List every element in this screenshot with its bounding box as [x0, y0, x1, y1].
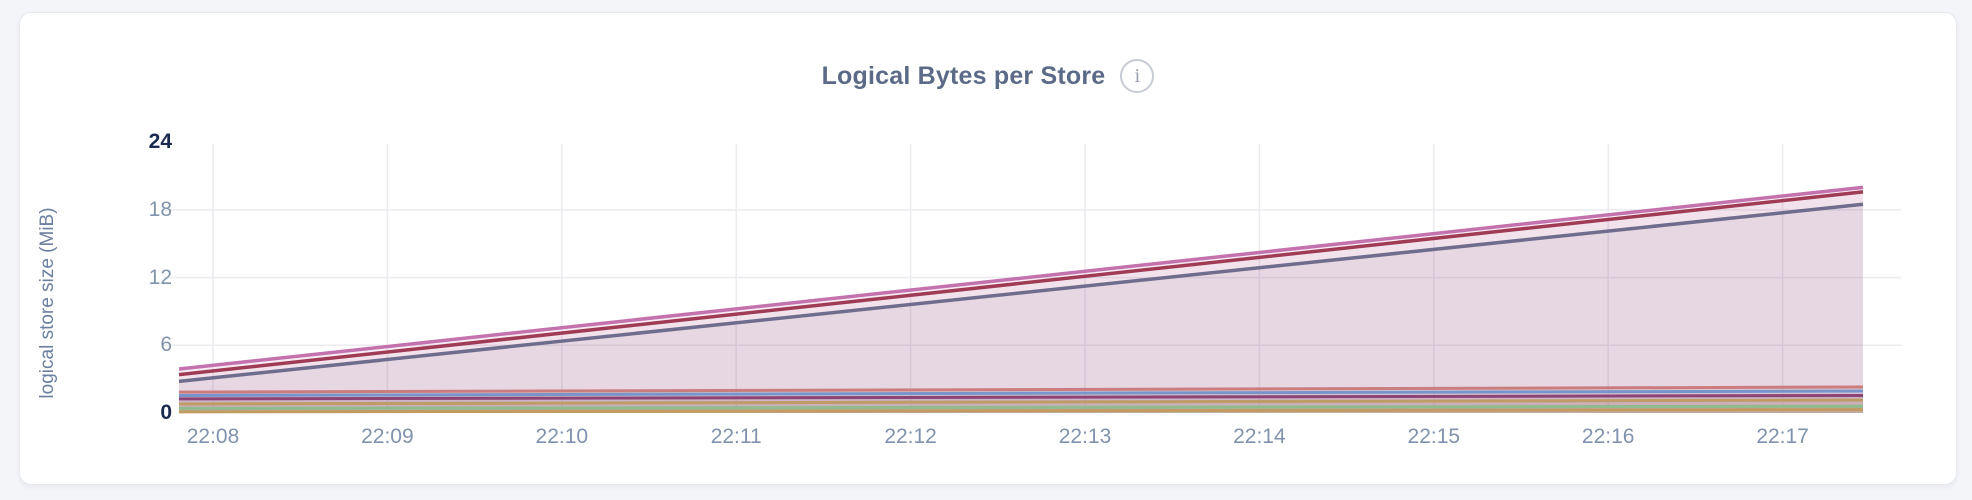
- series-line-steel-blue: [178, 389, 1864, 398]
- series-line-slate-purple: [178, 202, 1864, 384]
- x-tick-label: 22:16: [1581, 425, 1635, 448]
- x-tick-label: 22:08: [186, 425, 240, 448]
- series-line-camel: [178, 408, 1864, 414]
- series-line-plum: [178, 394, 1864, 401]
- series-line-tan: [178, 398, 1864, 406]
- y-axis-title: logical store size (MiB): [37, 207, 58, 399]
- x-tick-label: 22:12: [884, 425, 937, 448]
- x-tick-label: 22:17: [1756, 425, 1809, 448]
- y-tick-label: 0: [160, 401, 172, 424]
- area-fill-slate-purple: [179, 204, 1863, 413]
- x-tick-label: 22:15: [1407, 425, 1461, 448]
- y-tick-label: 12: [148, 265, 172, 289]
- series-line-pink: [178, 185, 1864, 371]
- x-tick-label: 22:09: [361, 425, 414, 448]
- chart-title: Logical Bytes per Store: [821, 61, 1106, 90]
- y-tick-label: 24: [148, 130, 172, 154]
- series-line-salmon: [178, 385, 1864, 394]
- info-icon-glyph: i: [1134, 64, 1141, 87]
- info-icon[interactable]: i: [1120, 59, 1155, 93]
- y-tick-label: 6: [160, 333, 172, 357]
- series-line-green: [178, 404, 1864, 410]
- area-fill-pink: [179, 187, 1863, 413]
- timeseries-plot[interactable]: [20, 13, 1956, 484]
- x-tick-label: 22:10: [535, 425, 589, 448]
- x-tick-label: 22:14: [1233, 425, 1286, 448]
- metric-card: Logical Bytes per Store i logical store …: [19, 12, 1957, 485]
- y-tick-label: 18: [148, 197, 172, 221]
- series-line-dark-red: [178, 190, 1864, 377]
- x-tick-label: 22:11: [710, 425, 762, 448]
- chart-header: Logical Bytes per Store i: [20, 58, 1956, 94]
- x-tick-label: 22:13: [1058, 425, 1112, 448]
